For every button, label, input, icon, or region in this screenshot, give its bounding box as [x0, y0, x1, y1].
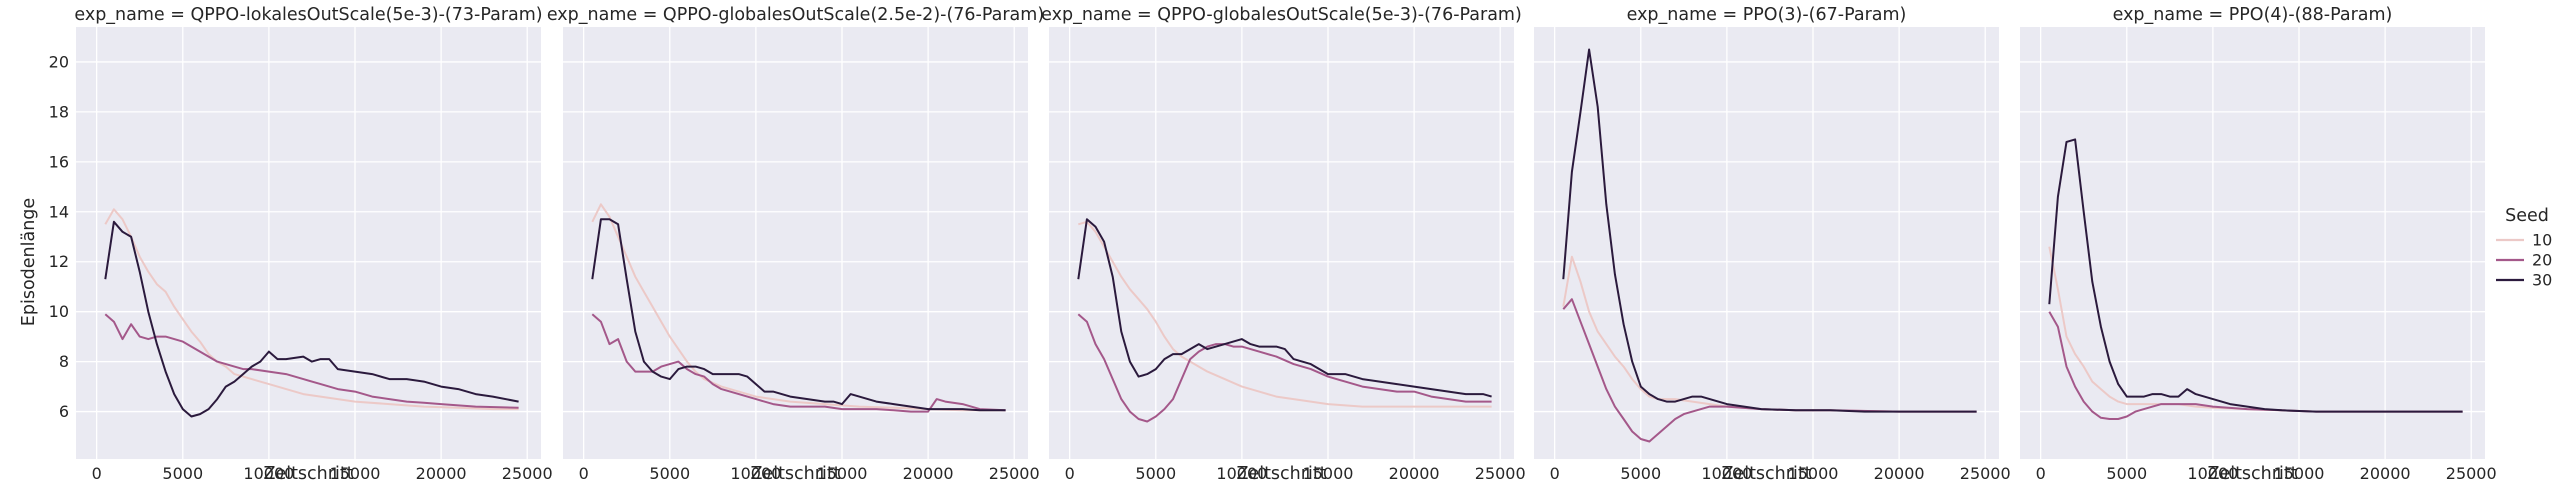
- x-tick-label: 10000: [1216, 464, 1267, 483]
- x-axis-label: Zeitschritt: [2207, 464, 2297, 484]
- panel-1: exp_name = QPPO-lokalesOutScale(5e-3)-(7…: [49, 5, 553, 484]
- y-tick-label: 8: [59, 352, 69, 371]
- x-tick-label: 5000: [162, 464, 203, 483]
- grid: [76, 27, 541, 459]
- x-axis-label: Zeitschritt: [750, 464, 840, 484]
- legend-item: 30: [2496, 271, 2552, 290]
- series-line-seed-30: [104, 220, 519, 418]
- x-axis-label: Zeitschritt: [1721, 464, 1811, 484]
- legend-item: 20: [2496, 251, 2552, 270]
- x-tick-label: 20000: [1874, 464, 1925, 483]
- series-line-seed-30: [1562, 48, 1977, 413]
- x-tick-label: 25000: [2446, 464, 2497, 483]
- x-tick-label: 20000: [903, 464, 954, 483]
- legend-item: 10: [2496, 231, 2552, 250]
- plot-background: [563, 27, 1028, 459]
- x-tick-label: 25000: [989, 464, 1040, 483]
- plot-background: [76, 27, 541, 459]
- x-tick-label: 20000: [416, 464, 467, 483]
- panel-title: exp_name = PPO(3)-(67-Param): [1627, 5, 1907, 25]
- x-tick-label: 0: [2036, 464, 2046, 483]
- series-line-seed-30: [1077, 218, 1492, 398]
- series-line-seed-20: [1077, 313, 1492, 423]
- panel-3: exp_name = QPPO-globalesOutScale(5e-3)-(…: [1041, 5, 1525, 484]
- x-tick-label: 15000: [330, 464, 381, 483]
- plot-background: [1049, 27, 1514, 459]
- y-tick-label: 10: [49, 302, 69, 321]
- x-tick-label: 25000: [502, 464, 553, 483]
- panel-2: exp_name = QPPO-globalesOutScale(2.5e-2)…: [547, 5, 1044, 484]
- x-tick-label: 0: [579, 464, 589, 483]
- y-axis-label: Episodenlänge: [19, 198, 39, 326]
- x-tick-label: 15000: [817, 464, 868, 483]
- panel-title: exp_name = QPPO-globalesOutScale(5e-3)-(…: [1041, 5, 1522, 25]
- series-line-seed-20: [591, 313, 1006, 413]
- legend-label: 10: [2532, 231, 2552, 250]
- grid: [1534, 27, 1999, 459]
- x-tick-label: 20000: [2360, 464, 2411, 483]
- x-tick-label: 25000: [1475, 464, 1526, 483]
- panel-5: exp_name = PPO(4)-(88-Param) 0 5000 10000 15…: [2020, 5, 2497, 484]
- panel-title: exp_name = QPPO-lokalesOutScale(5e-3)-(7…: [74, 5, 542, 25]
- x-tick-label: 5000: [1620, 464, 1661, 483]
- y-tick-label: 12: [49, 252, 69, 271]
- x-tick-label: 0: [1065, 464, 1075, 483]
- series-line-seed-30: [2048, 138, 2463, 413]
- x-axis-label: Zeitschritt: [263, 464, 353, 484]
- series-line-seed-30: [591, 218, 1006, 412]
- panel-title: exp_name = PPO(4)-(88-Param): [2113, 5, 2393, 25]
- grid: [563, 27, 1028, 459]
- x-tick-label: 0: [1550, 464, 1560, 483]
- x-tick-label: 15000: [1303, 464, 1354, 483]
- chart-panels: exp_name = QPPO-lokalesOutScale(5e-3)-(7…: [49, 5, 2497, 484]
- x-tick-label: 15000: [2274, 464, 2325, 483]
- legend-title: Seed: [2505, 206, 2549, 226]
- plot-background: [1534, 27, 1999, 459]
- x-tick-label: 25000: [1960, 464, 2011, 483]
- x-tick-label: 10000: [2187, 464, 2238, 483]
- x-tick-label: 0: [92, 464, 102, 483]
- series-line-seed-10: [104, 208, 519, 411]
- panel-title: exp_name = QPPO-globalesOutScale(2.5e-2)…: [547, 5, 1044, 25]
- x-tick-label: 15000: [1788, 464, 1839, 483]
- x-tick-label: 5000: [1135, 464, 1176, 483]
- x-tick-label: 5000: [649, 464, 690, 483]
- x-tick-label: 5000: [2106, 464, 2147, 483]
- series-line-seed-20: [104, 313, 519, 409]
- y-tick-label: 18: [49, 102, 69, 121]
- y-tick-label: 6: [59, 402, 69, 421]
- plot-background: [2020, 27, 2485, 459]
- x-tick-label: 10000: [1701, 464, 1752, 483]
- y-tick-label: 14: [49, 202, 69, 221]
- x-tick-label: 10000: [243, 464, 294, 483]
- y-tick-label: 20: [49, 52, 69, 71]
- x-tick-label: 10000: [730, 464, 781, 483]
- legend-label: 30: [2532, 271, 2552, 290]
- y-tick-label: 16: [49, 152, 69, 171]
- series-line-seed-20: [2048, 311, 2463, 420]
- x-axis-label: Zeitschritt: [1236, 464, 1326, 484]
- legend-label: 20: [2532, 251, 2552, 270]
- panel-4: exp_name = PPO(3)-(67-Param) 0 5000 10000 15…: [1534, 5, 2011, 484]
- series-line-seed-10: [1078, 220, 1492, 408]
- x-tick-label: 20000: [1389, 464, 1440, 483]
